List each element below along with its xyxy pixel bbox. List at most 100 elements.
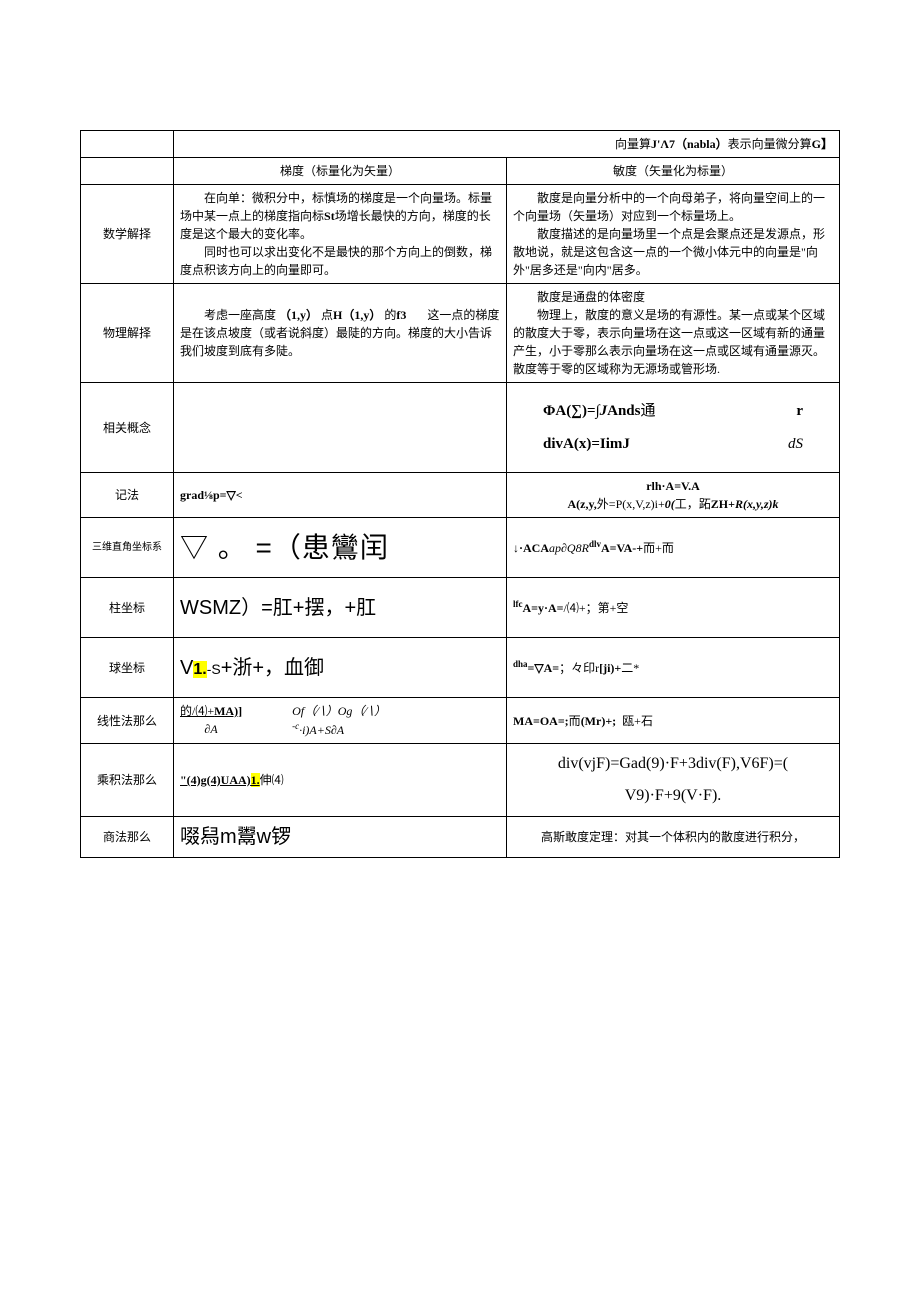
physics-left: 考虑一座高度 （1,y） 点H（1,y） 的f3 这一点的梯度是在该点坡度（或者… (174, 284, 507, 383)
product-left: "(4)g(4)UAA)1.伸⑷ (174, 744, 507, 817)
col-header-divergence: 敏度（矢量化为标量） (507, 158, 840, 185)
t: r (796, 400, 803, 423)
notation-right: rlh·A=V.A A(z,y,外=P(x,V,z)i+0(工，跖ZH+R(x,… (507, 473, 840, 518)
t: 工，跖 (675, 497, 711, 511)
title-bold: J'Λ7（nabla） (651, 137, 728, 151)
t: Of（∕∖）Og（∕∖） (292, 702, 386, 720)
row-quotient: 商法那么 啜舄m鬻w锣 高斯敢度定理：对其一个体积内的散度进行积分， (81, 817, 840, 858)
cartesian-right: ↓·ACAap∂Q8RdlvA=VA-+而+而 (507, 518, 840, 578)
row-cylindrical: 柱坐标 WSMZ）=肛+摆，+肛 lfcA=y·A=/⑷+；第+空 (81, 578, 840, 638)
physics-left-text: 考虑一座高度 （1,y） 点H（1,y） 的f3 这一点的梯度是在该点坡度（或者… (180, 306, 500, 360)
t: f3 (396, 308, 406, 322)
label-cartesian: 三维直角坐标系 (81, 518, 174, 578)
t: MA)] (214, 704, 242, 718)
t: dha (513, 659, 528, 669)
t: （1,y） (279, 308, 318, 322)
t: A= (544, 661, 560, 675)
t: 而+而 (643, 541, 674, 555)
title-prefix: 向量算 (615, 137, 651, 151)
math-left-p2: 同时也可以求出变化不是最快的那个方向上的倒数，梯度点积该方向上的向量即可。 (180, 243, 500, 279)
spherical-left: V1.-S+浙+，血御 (174, 638, 507, 698)
physics-right-p2: 物理上，散度的意义是场的有源性。某一点或某个区域的散度大于零，表示向量场在这一点… (513, 306, 833, 378)
linear-left-col1: 的/⑷+MA)] ∂A (180, 702, 242, 738)
row-cartesian: 三维直角坐标系 ▽ 。 =（患鸞闰 ↓·ACAap∂Q8RdlvA=VA-+而+… (81, 518, 840, 578)
linear-left-col2: Of（∕∖）Og（∕∖） -c·i)A+S∂A (292, 702, 386, 739)
t: 的 (384, 308, 396, 322)
label-physics: 物理解择 (81, 284, 174, 383)
notation-left: grad⅛p=▽< (174, 473, 507, 518)
t: -c·i)A+S∂A (292, 720, 386, 739)
t: divA(x)=IimJ (543, 433, 630, 456)
math-right-p2: 散度描述的是向量场里一个点是会聚点还是发源点，形散地说，就是这包含这一点的一个微… (513, 225, 833, 279)
row-related: 相关概念 ΦA(∑)=∫JAnds通 r divA(x)=IimJ dS (81, 383, 840, 473)
cylindrical-left: WSMZ）=肛+摆，+肛 (174, 578, 507, 638)
t: "(4)g(4)UAA) (180, 773, 251, 787)
t: 伸⑷ (260, 773, 284, 787)
t: V9)·F+9(V·F). (513, 780, 833, 812)
row-product: 乘积法那么 "(4)g(4)UAA)1.伸⑷ div(vjF)=Gad(9)·F… (81, 744, 840, 817)
t: 外 (597, 497, 609, 511)
t: R(x,y,z)k (735, 497, 779, 511)
t: A(z,y, (567, 497, 596, 511)
t: ap∂Q8R (549, 541, 589, 555)
row-notation: 记法 grad⅛p=▽< rlh·A=V.A A(z,y,外=P(x,V,z)i… (81, 473, 840, 518)
t: 瓯+石 (622, 714, 653, 728)
t: 点 (321, 308, 333, 322)
t: MA=OA=; (513, 714, 569, 728)
t: St (324, 209, 335, 223)
t: [ji)+ (599, 661, 621, 675)
label-related: 相关概念 (81, 383, 174, 473)
t: ΦA(∑)=∫JAnds通 (543, 400, 655, 423)
t: Ands (607, 403, 640, 419)
product-right: div(vjF)=Gad(9)·F+3div(F),V6F)=( V9)·F+9… (507, 744, 840, 817)
cartesian-left: ▽ 。 =（患鸞闰 (174, 518, 507, 578)
related-right: ΦA(∑)=∫JAnds通 r divA(x)=IimJ dS (507, 383, 840, 473)
cylindrical-right: lfcA=y·A=/⑷+；第+空 (507, 578, 840, 638)
label-cylindrical: 柱坐标 (81, 578, 174, 638)
linear-right: MA=OA=;而(Mr)+; 瓯+石 (507, 698, 840, 744)
highlight-text: 1. (251, 773, 260, 787)
label-spherical: 球坐标 (81, 638, 174, 698)
t: 二* (621, 661, 639, 675)
row-linear: 线性法那么 的/⑷+MA)] ∂A Of（∕∖）Og（∕∖） -c·i)A+S∂… (81, 698, 840, 744)
row-spherical: 球坐标 V1.-S+浙+，血御 dha=▽A=；々印r[ji)+二* (81, 638, 840, 698)
document-page: 向量算J'Λ7（nabla）表示向量微分算G】 梯度（标量化为矢量） 敏度（矢量… (0, 0, 920, 858)
title-tail: G】 (812, 137, 833, 151)
row-math: 数学解择 在向单：微积分中，标慎场的梯度是一个向量场。标量场中某一点上的梯度指向… (81, 185, 840, 284)
t: 通 (640, 403, 655, 419)
subheader-empty-cell (81, 158, 174, 185)
t: A=VA-+ (601, 541, 643, 555)
related-left (174, 383, 507, 473)
math-right-p1: 散度是向量分析中的一个向母弟子，将向量空间上的一个向量场（矢量场）对应到一个标量… (513, 189, 833, 225)
t: ΦA(∑)= (543, 403, 596, 419)
t: A=y·A= (523, 601, 564, 615)
t: dS (788, 433, 803, 456)
comparison-table: 向量算J'Λ7（nabla）表示向量微分算G】 梯度（标量化为矢量） 敏度（矢量… (80, 130, 840, 858)
label-linear: 线性法那么 (81, 698, 174, 744)
t: ∂A (180, 720, 242, 738)
notation-r1: rlh·A=V.A (513, 477, 833, 495)
linear-left: 的/⑷+MA)] ∂A Of（∕∖）Og（∕∖） -c·i)A+S∂A (174, 698, 507, 744)
title-suffix: 表示向量微分算 (728, 137, 812, 151)
label-math: 数学解择 (81, 185, 174, 284)
label-product: 乘积法那么 (81, 744, 174, 817)
highlight-text: 1. (193, 661, 206, 678)
t: +浙+，血御 (221, 657, 324, 679)
t: H（1,y） (333, 308, 381, 322)
quotient-right: 高斯敢度定理：对其一个体积内的散度进行积分， (507, 817, 840, 858)
header-empty-cell (81, 131, 174, 158)
t: ZH+ (711, 497, 735, 511)
t: dlv (589, 539, 601, 549)
math-left: 在向单：微积分中，标慎场的梯度是一个向量场。标量场中某一点上的梯度指向标St场增… (174, 185, 507, 284)
related-line1: ΦA(∑)=∫JAnds通 r (513, 400, 833, 423)
t: =P(x,V,z)i+ (609, 497, 665, 511)
t: 0( (665, 497, 675, 511)
t: 考虑一座高度 (204, 308, 276, 322)
notation-r2: A(z,y,外=P(x,V,z)i+0(工，跖ZH+R(x,y,z)k (513, 495, 833, 513)
physics-right: 散度是通盘的体密度 物理上，散度的意义是场的有源性。某一点或某个区域的散度大于零… (507, 284, 840, 383)
table-header-row: 向量算J'Λ7（nabla）表示向量微分算G】 (81, 131, 840, 158)
t: V (180, 657, 193, 679)
math-left-p1: 在向单：微积分中，标慎场的梯度是一个向量场。标量场中某一点上的梯度指向标St场增… (180, 189, 500, 243)
t: /⑷+；第+空 (564, 601, 629, 615)
t: -S (207, 661, 221, 677)
